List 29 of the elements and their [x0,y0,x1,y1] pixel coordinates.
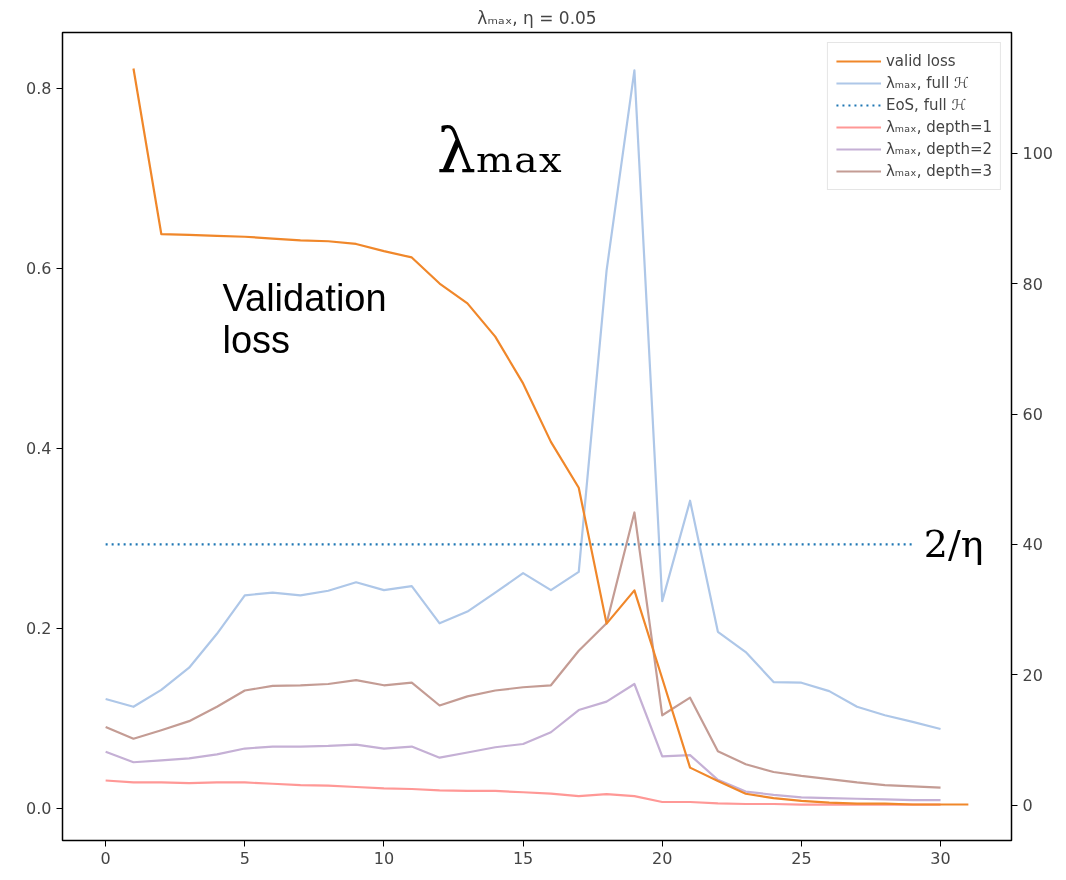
y2-tick-label: 40 [1022,535,1043,555]
chart-title: λₘₐₓ, η = 0.05 [477,7,597,28]
y2-tick-label: 80 [1022,274,1043,294]
legend-label: λₘₐₓ, depth=3 [885,161,992,181]
y2-tick-label: 0 [1022,796,1033,816]
y-tick-label: 0.2 [26,619,52,639]
y-tick-label: 0.0 [26,799,52,819]
annotation: 2/η [923,521,984,566]
y-tick-label: 0.6 [26,259,52,279]
legend-label: valid loss [885,51,956,71]
annotation: λₘₐₓ [436,114,565,188]
x-tick-label: 0 [100,848,111,868]
legend-label: λₘₐₓ, depth=2 [885,139,992,159]
x-tick-label: 15 [512,848,534,868]
x-tick-label: 5 [239,848,250,868]
x-tick-label: 25 [791,848,812,868]
y2-tick-label: 60 [1022,405,1043,424]
y-tick-label: 0.4 [26,439,52,459]
line-series [104,682,942,802]
annotation: Validation loss [222,277,387,362]
y2-tick-label: 20 [1022,665,1043,685]
x-tick-label: 30 [930,848,951,868]
legend-label: λₘₐₓ, depth=1 [885,117,992,137]
y2-tick-label: 100 [1022,144,1054,164]
x-tick-label: 20 [652,848,673,868]
legend-label: EoS, full ℋ [885,95,967,115]
legend-label: λₘₐₓ, full ℋ [885,73,969,93]
x-tick-label: 10 [373,848,395,868]
y-tick-label: 0.8 [26,79,52,99]
